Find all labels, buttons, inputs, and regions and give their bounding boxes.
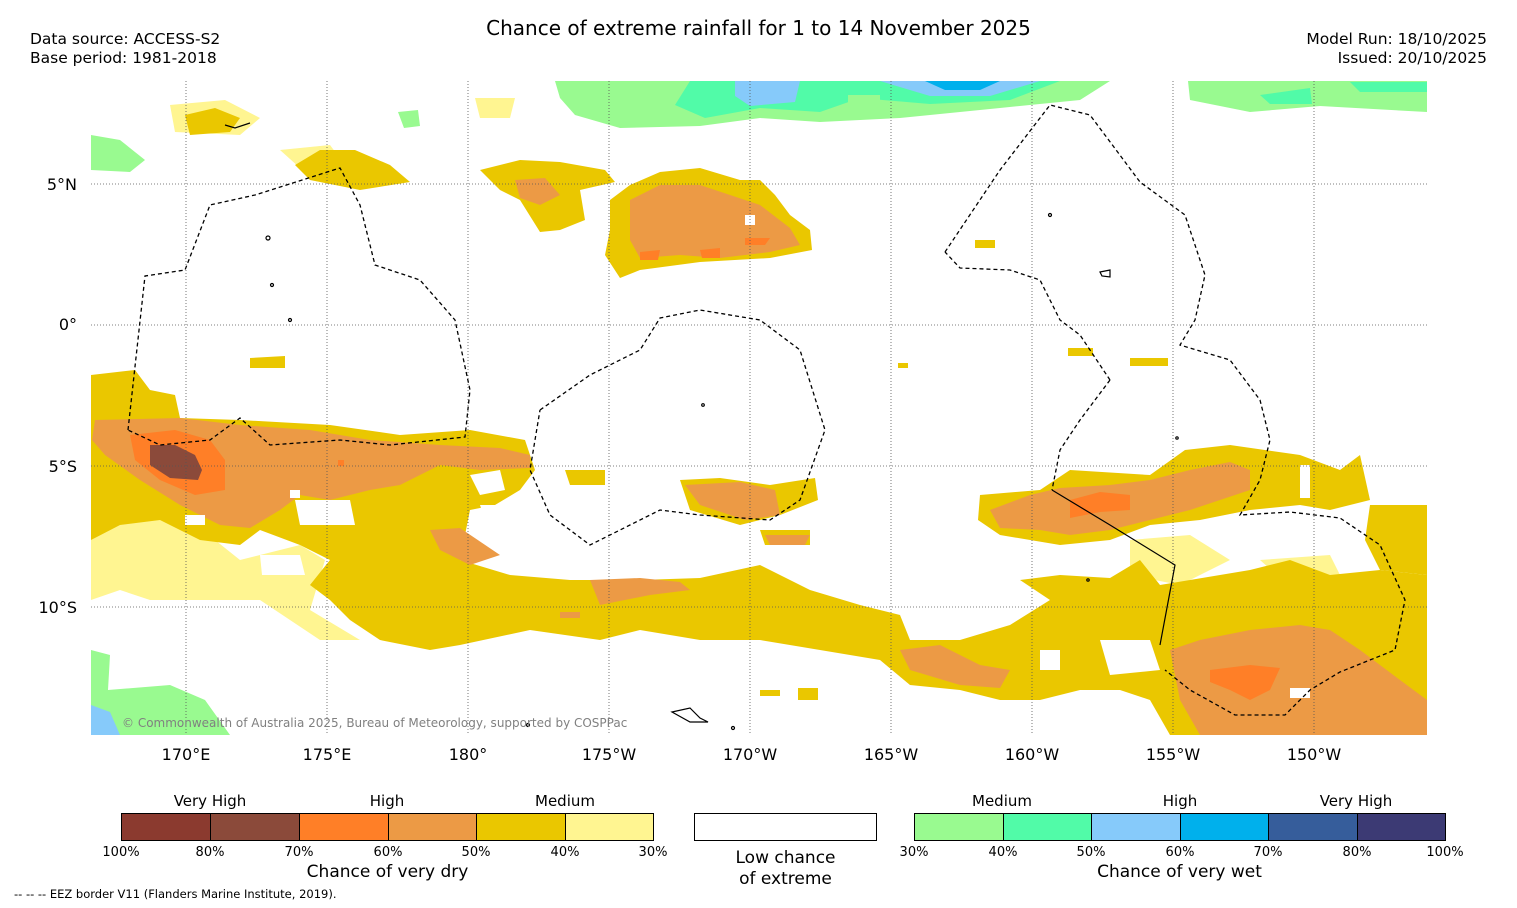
dry-tick-40: 40% [550,845,580,860]
dry-swatch-50-60 [388,813,477,841]
islands [224,122,1179,731]
low-chance-swatch [694,813,877,841]
wet-legend-title-medium: Medium [972,792,1032,810]
dry-region-50-60-patch [430,482,1010,688]
dry-region-80-100 [150,445,202,480]
wet-swatch-30-40 [914,813,1004,841]
lat-label-10s: 10°S [38,598,77,617]
dry-legend-caption: Chance of very dry [306,862,469,882]
lat-label-5n: 5°N [46,175,77,194]
wet-tick-100: 100% [1426,845,1464,860]
eez-borders [127,104,1406,716]
issued-date: Issued: 20/10/2025 [1337,49,1487,67]
dry-swatch-40-50 [476,813,566,841]
wet-legend-title-high: High [1162,792,1198,810]
dry-tick-60: 60% [373,845,403,860]
dry-region-50-60-nc [515,178,560,205]
wet-tick-40: 40% [988,845,1018,860]
dry-tick-80: 80% [195,845,225,860]
wet-region-highest [925,81,1000,90]
data-source-info: Data source: ACCESS-S2 Base period: 1981… [30,30,220,68]
wet-region-west [91,135,145,172]
lon-label-165w: 165°W [863,745,919,764]
wet-legend-caption: Chance of very wet [1097,862,1262,882]
wet-region-southwest-high [91,705,120,735]
lon-label-170w: 170°W [722,745,778,764]
base-period: Base period: 1981-2018 [30,49,217,67]
run-info: Model Run: 18/10/2025 Issued: 20/10/2025 [1306,30,1487,68]
eez-border-note: -- -- -- EEZ border V11 (Flanders Marine… [14,887,337,901]
model-run: Model Run: 18/10/2025 [1306,30,1487,48]
dry-tick-100: 100% [102,845,140,860]
dry-tick-50: 50% [461,845,491,860]
wet-tick-80: 80% [1342,845,1372,860]
wet-tick-60: 60% [1165,845,1195,860]
data-source: Data source: ACCESS-S2 [30,30,221,48]
map-gridlines [91,81,1427,735]
dry-region-40-50-far-east [1365,505,1427,575]
wet-region-southwest [91,650,230,735]
wet-swatch-60-70 [1180,813,1269,841]
eez-border-phoenix [529,309,826,546]
dry-region-50-60-southeast [1170,625,1427,735]
low-chance-caption: Low chance of extreme [694,848,877,890]
lon-label-175e: 175°E [302,745,352,764]
lon-label-180: 180° [448,745,488,764]
wet-tick-30: 30% [899,845,929,860]
dry-swatch-60-70 [299,813,389,841]
wet-swatch-40-50 [1003,813,1092,841]
dry-tick-70: 70% [284,845,314,860]
lat-label-equator: 0° [58,315,77,334]
dry-tick-30: 30% [638,845,668,860]
dry-legend-title-high: High [369,792,405,810]
dry-legend-title-medium: Medium [535,792,595,810]
lon-label-160w: 160°W [1004,745,1060,764]
low-chance-caption-line1: Low chance [735,848,836,868]
lon-label-155w: 155°W [1145,745,1201,764]
territory-line [1051,489,1176,646]
lon-label-150w: 150°W [1286,745,1342,764]
map-fields [91,81,1427,735]
eez-border-marshall [127,167,471,446]
low-chance-caption-line2: of extreme [739,869,832,889]
wet-swatch-80-100 [1357,813,1446,841]
copyright-notice: © Commonwealth of Australia 2025, Bureau… [122,716,628,730]
dry-region-30-40 [91,505,360,640]
wet-swatch-50-60 [1091,813,1181,841]
map-title: Chance of extreme rainfall for 1 to 14 N… [486,16,1031,40]
wet-region-ne-high [1260,82,1427,104]
dry-region-40-50-nw [185,108,410,190]
lat-label-5s: 5°S [48,457,77,476]
wet-tick-70: 70% [1253,845,1283,860]
wet-swatch-70-80 [1268,813,1358,841]
lon-label-170e: 170°E [161,745,211,764]
rainfall-map [91,81,1427,735]
wet-legend-title-very-high: Very High [1319,792,1393,810]
eez-border-line [944,104,1406,716]
dry-swatch-30-40 [565,813,654,841]
dry-legend-title-very-high: Very High [173,792,247,810]
dry-swatch-80-100 [121,813,211,841]
dry-swatch-70-80 [210,813,300,841]
lon-label-175w: 175°W [581,745,637,764]
wet-tick-50: 50% [1076,845,1106,860]
